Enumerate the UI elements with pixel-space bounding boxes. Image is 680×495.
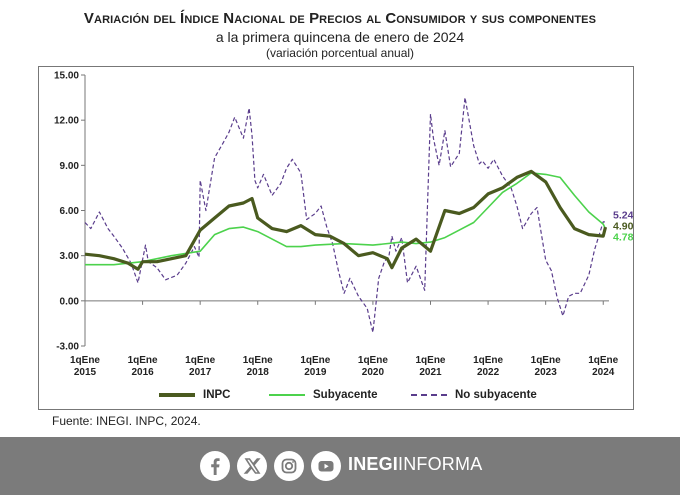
x-tick-label: 1qEne — [243, 355, 273, 366]
legend-item-no-subyacente: No subyacente — [411, 389, 537, 401]
legend-swatch-inpc — [159, 393, 195, 397]
legend-label-subyacente: Subyacente — [313, 389, 378, 401]
y-tick-label: 6.00 — [60, 206, 80, 217]
x-tick-label: 1qEne — [473, 355, 503, 366]
end-label-subyacente: 4.78 — [613, 232, 633, 244]
x-tick-label: 1qEne — [531, 355, 561, 366]
x-tick-label: 1qEne — [185, 355, 215, 366]
y-tick-label: 0.00 — [60, 296, 80, 307]
x-tick-label: 1qEne — [588, 355, 618, 366]
x-tick-label: 2020 — [362, 367, 385, 378]
legend-swatch-subyacente — [269, 394, 305, 396]
series-no-subyacente-line — [84, 97, 606, 333]
brand-bold: INEGI — [348, 454, 399, 474]
end-label-inpc: 4.90 — [613, 221, 633, 233]
y-tick-label: 12.00 — [54, 116, 79, 127]
x-tick-label: 2018 — [247, 367, 270, 378]
x-tick-label: 1qEne — [358, 355, 388, 366]
chart-subtitle: a la primera quincena de enero de 2024 — [215, 29, 465, 45]
line-chart: 15.0012.009.006.003.000.00-3.001qEne2015… — [54, 71, 633, 379]
series-inpc-line — [84, 169, 608, 271]
source-note: Fuente: INEGI. INPC, 2024. — [52, 414, 201, 428]
x-tick-label: 2023 — [535, 367, 558, 378]
y-tick-label: -3.00 — [56, 342, 79, 353]
x-tick-label: 1qEne — [128, 355, 158, 366]
x-tick-label: 1qEne — [415, 355, 445, 366]
instagram-icon[interactable] — [274, 451, 304, 481]
chart-header: Variación del Índice Nacional de Precios… — [0, 10, 680, 60]
x-tick-label: 2016 — [131, 367, 154, 378]
x-tick-label: 2015 — [74, 367, 97, 378]
brand-logo: INEGIINFORMA — [348, 454, 482, 475]
chart-title: Variación del Índice Nacional de Precios… — [83, 10, 597, 27]
x-tick-label: 2022 — [477, 367, 500, 378]
footer-bar: INEGIINFORMA — [0, 437, 680, 495]
legend-swatch-no-subyacente — [411, 394, 447, 396]
x-tick-label: 2021 — [419, 367, 442, 378]
brand-light: INFORMA — [398, 454, 483, 474]
y-tick-label: 15.00 — [54, 71, 79, 82]
x-tick-label: 2017 — [189, 367, 212, 378]
x-tick-label: 1qEne — [300, 355, 330, 366]
x-icon[interactable] — [237, 451, 267, 481]
legend-item-inpc: INPC — [159, 389, 230, 401]
chart-frame: 15.00 12.00 9.00 6.00 3.00 0.00 -3.00 1qEne 2015… — [38, 66, 634, 410]
chart-unit-note: (variación porcentual anual) — [265, 46, 415, 60]
youtube-icon[interactable] — [311, 451, 341, 481]
series-subyacente-line — [85, 172, 607, 266]
chart-legend: INPC Subyacente No subyacente — [39, 389, 633, 407]
x-tick-label: 2024 — [592, 367, 615, 378]
y-tick-label: 9.00 — [60, 161, 80, 172]
legend-label-no-subyacente: No subyacente — [455, 389, 537, 401]
legend-label-inpc: INPC — [203, 389, 231, 401]
end-label-no-subyacente: 5.24 — [613, 210, 633, 222]
x-tick-label: 2019 — [304, 367, 327, 378]
legend-item-subyacente: Subyacente — [269, 389, 378, 401]
facebook-icon[interactable] — [200, 451, 230, 481]
x-tick-label: 1qEne — [70, 355, 100, 366]
y-tick-label: 3.00 — [60, 251, 80, 262]
